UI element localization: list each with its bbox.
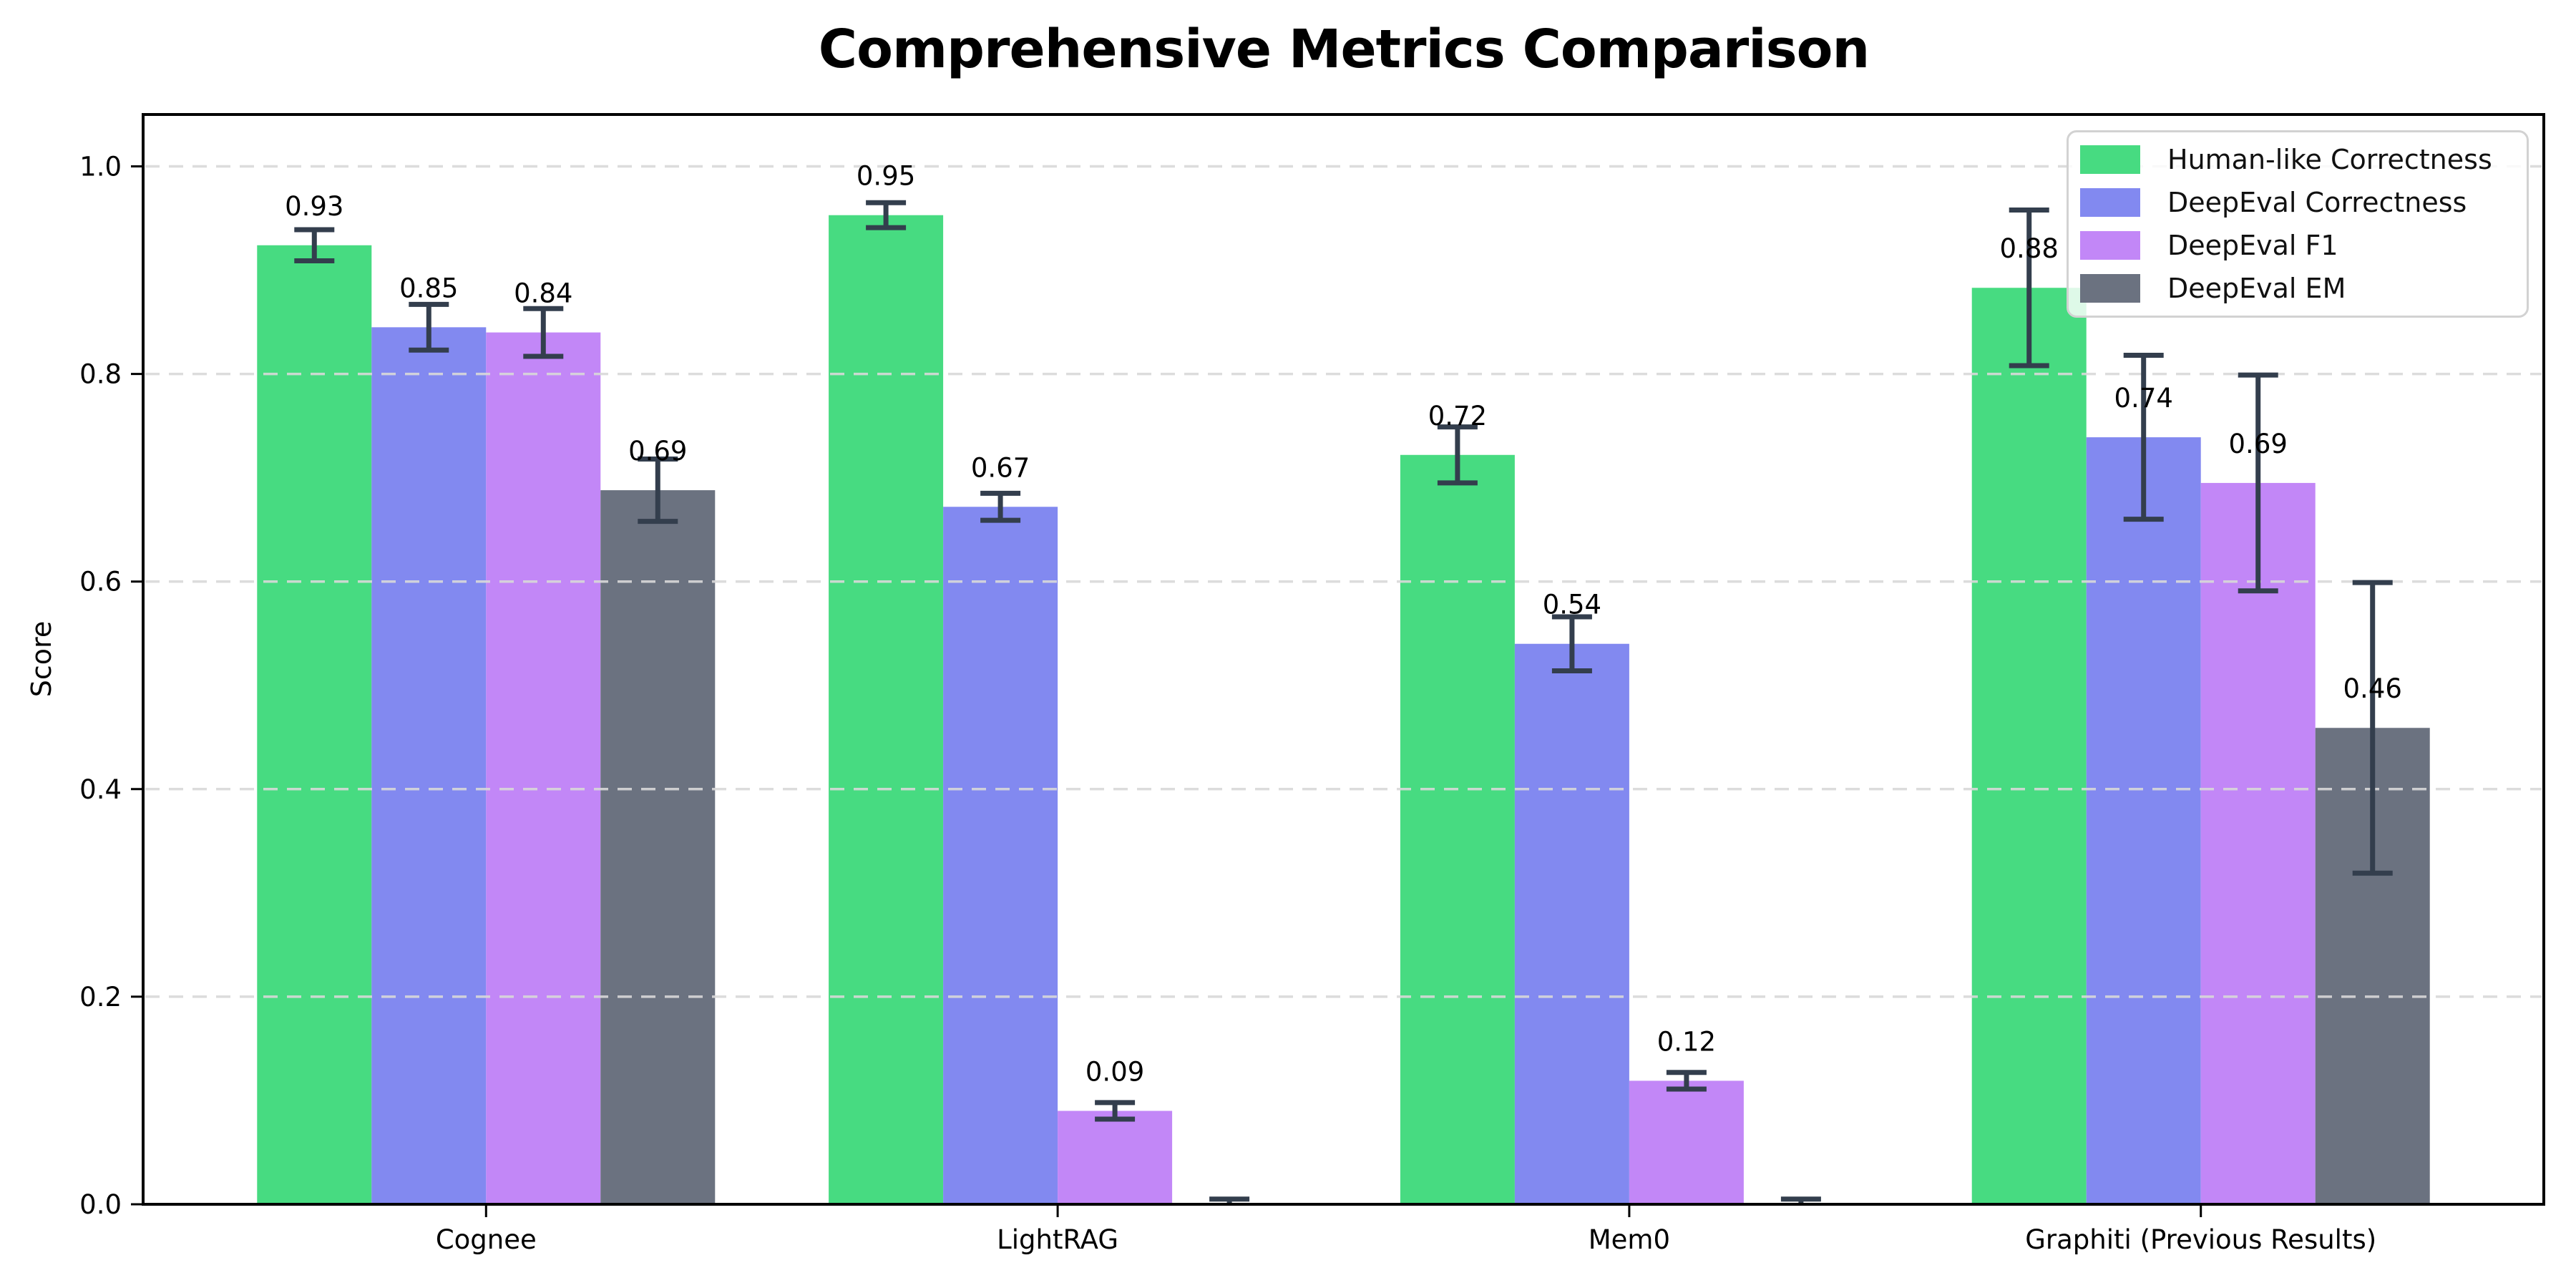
bar	[943, 507, 1058, 1204]
legend-swatch-icon	[2080, 231, 2140, 260]
bar-value-label: 0.95	[857, 161, 915, 192]
bar	[257, 245, 372, 1204]
legend-item: DeepEval Correctness	[2080, 187, 2512, 218]
x-tick-label: Graphiti (Previous Results)	[2025, 1224, 2376, 1255]
bar-value-label: 0.72	[1428, 401, 1487, 431]
bar	[600, 490, 716, 1204]
bar-value-label: 0.84	[514, 278, 572, 309]
bar-value-label: 0.93	[285, 191, 343, 222]
bar	[486, 332, 601, 1205]
legend-label: Human-like Correctness	[2167, 144, 2492, 175]
bar	[1629, 1080, 1744, 1204]
bar-value-label: 0.54	[1543, 590, 1601, 620]
bar	[829, 215, 944, 1205]
bar	[371, 327, 487, 1204]
bar-value-label: 0.74	[2114, 383, 2173, 414]
bar	[1400, 454, 1515, 1205]
bar	[1514, 643, 1629, 1204]
legend-swatch-icon	[2080, 274, 2140, 303]
legend-item: DeepEval F1	[2080, 230, 2512, 261]
bar-value-label: 0.12	[1657, 1026, 1716, 1057]
bar-value-label: 0.69	[628, 436, 687, 467]
legend: Human-like Correctness DeepEval Correctne…	[2067, 130, 2529, 318]
chart-title: Comprehensive Metrics Comparison	[818, 19, 1870, 80]
y-tick-label: 0.0	[79, 1189, 122, 1220]
legend-item: DeepEval EM	[2080, 273, 2512, 304]
bar-value-label: 0.46	[2343, 673, 2402, 704]
bar-value-label: 0.09	[1085, 1056, 1144, 1087]
bar-value-label: 0.69	[2229, 429, 2288, 459]
bar	[2200, 482, 2316, 1204]
bar	[1058, 1111, 1173, 1204]
y-tick-label: 0.6	[79, 567, 122, 597]
axes-border	[142, 113, 2545, 1206]
y-tick-label: 1.0	[79, 152, 122, 182]
y-tick-label: 0.4	[79, 774, 122, 805]
legend-label: DeepEval EM	[2167, 273, 2346, 304]
bar-value-label: 0.67	[971, 452, 1030, 483]
legend-swatch-icon	[2080, 145, 2140, 174]
legend-label: DeepEval F1	[2167, 230, 2338, 261]
bar-value-label: 0.85	[399, 273, 458, 303]
x-tick-label: LightRAG	[997, 1224, 1118, 1255]
y-tick-label: 0.8	[79, 359, 122, 390]
legend-label: DeepEval Correctness	[2167, 187, 2467, 218]
x-tick-label: Mem0	[1589, 1224, 1670, 1255]
legend-item: Human-like Correctness	[2080, 144, 2512, 175]
x-tick-label: Cognee	[436, 1224, 537, 1255]
legend-swatch-icon	[2080, 188, 2140, 217]
bar-value-label: 0.88	[2000, 233, 2059, 264]
bar	[2086, 437, 2201, 1204]
y-tick-label: 0.2	[79, 982, 122, 1013]
bar	[1971, 288, 2087, 1205]
